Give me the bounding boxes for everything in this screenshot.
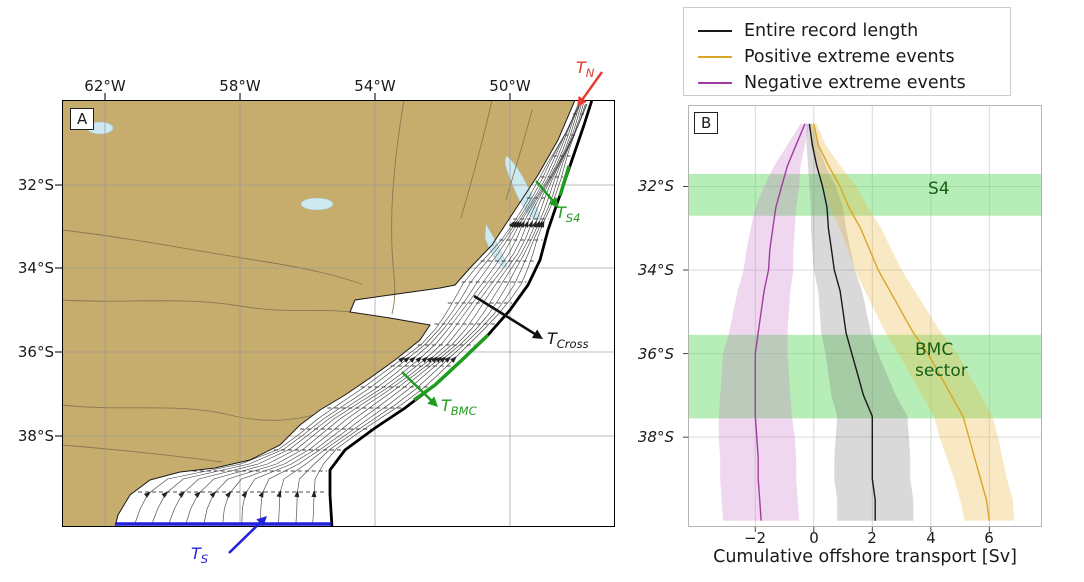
legend-label-negative-extremes: Negative extreme events [744, 73, 966, 93]
y-tick-34s-map: 34°S [17, 259, 54, 277]
x-tick-neg2: −2 [743, 529, 767, 547]
negative-extremes-line-swatch [698, 82, 732, 84]
legend-label-entire-record: Entire record length [744, 21, 919, 41]
x-tick-2: 2 [867, 529, 877, 547]
tn-sub: N [585, 66, 595, 81]
panel-a-label: A [70, 108, 95, 130]
tcross-sub: Cross [556, 337, 589, 352]
entire-record-line-swatch [698, 30, 732, 32]
x-tick-6: 6 [984, 529, 994, 547]
ts4-sub: S4 [565, 211, 581, 226]
panel-b-label: B [694, 112, 719, 134]
transport-label-tbmc: TBMC [441, 396, 477, 418]
transport-label-tn: TN [576, 58, 594, 80]
transport-label-ts: TS [191, 544, 208, 566]
legend-entry-positive-extremes: Positive extreme events [698, 44, 996, 70]
x-tick-4: 4 [926, 529, 936, 547]
transport-label-ts4: TS4 [556, 203, 580, 225]
tbmc-base: T [441, 396, 451, 415]
legend-entry-entire-record: Entire record length [698, 18, 996, 44]
positive-extremes-line-swatch [698, 56, 732, 58]
x-tick-54w: 54°W [354, 77, 396, 95]
ts-sub: S [200, 552, 209, 567]
transport-chart [683, 105, 1042, 532]
tbmc-sub: BMC [450, 404, 477, 419]
s4-band-label: S4 [928, 179, 950, 199]
x-tick-0: 0 [809, 529, 819, 547]
tcross-base: T [547, 329, 557, 348]
x-tick-58w: 58°W [219, 77, 261, 95]
tn-base: T [576, 58, 586, 77]
legend-entry-negative-extremes: Negative extreme events [698, 70, 996, 96]
ts4-base: T [556, 203, 566, 222]
y-tick-38s-map: 38°S [17, 427, 54, 445]
y-tick-32s-map: 32°S [17, 176, 54, 194]
y-tick-38s-chart: 38°S [637, 428, 674, 446]
bmc-sector-band-label: BMC sector [915, 340, 968, 382]
map-panel [62, 100, 615, 527]
legend-label-positive-extremes: Positive extreme events [744, 47, 955, 67]
y-tick-36s-chart: 36°S [637, 345, 674, 363]
x-tick-62w: 62°W [84, 77, 126, 95]
y-tick-34s-chart: 34°S [637, 261, 674, 279]
y-tick-32s-chart: 32°S [637, 177, 674, 195]
ts-base: T [191, 544, 201, 563]
transport-label-tcross: TCross [547, 329, 589, 351]
x-tick-50w: 50°W [489, 77, 531, 95]
legend: Entire record length Positive extreme ev… [683, 7, 1011, 96]
x-axis-label: Cumulative offshore transport [Sv] [713, 547, 1017, 567]
y-tick-36s-map: 36°S [17, 343, 54, 361]
